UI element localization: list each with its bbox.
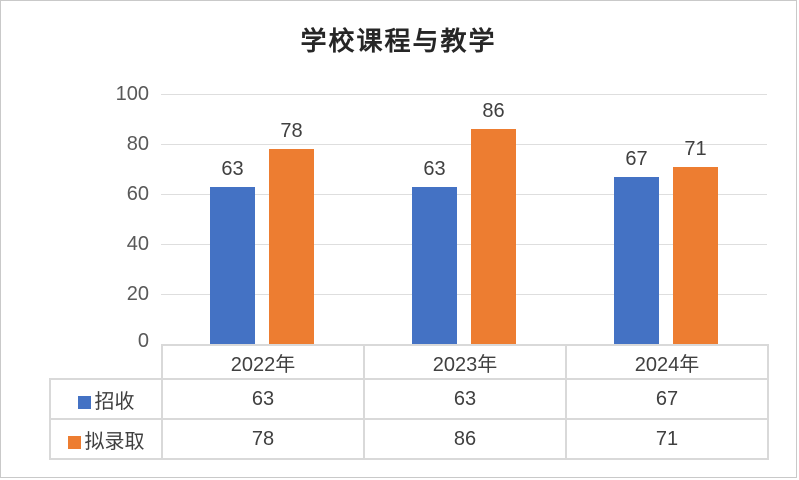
category-cell: 2023年 [363, 344, 567, 380]
bar-value-label: 78 [280, 120, 303, 142]
series-row: 招收 63 63 67 [49, 378, 769, 420]
series-name: 招收 [94, 390, 135, 413]
y-axis-tick-label: 40 [126, 233, 149, 255]
y-axis-tick-label: 100 [115, 83, 149, 105]
bar-series2 [673, 166, 718, 344]
bar-value-label: 63 [221, 157, 244, 180]
bar-value-label: 86 [482, 100, 505, 122]
legend-marker-series2 [67, 435, 81, 449]
bar-series2 [269, 149, 314, 344]
bar-series1 [412, 186, 457, 344]
bar-series1 [210, 186, 255, 344]
gridline [161, 244, 767, 245]
gridline [161, 144, 767, 145]
data-table: 2022年 2023年 2024年 招收 63 63 67 拟录取 78 86 71 [49, 344, 769, 460]
bar-value-label: 63 [423, 157, 446, 180]
y-axis-tick-label: 80 [126, 133, 149, 155]
value-cell: 63 [363, 378, 567, 420]
legend-marker-series1 [77, 395, 91, 409]
series-legend-cell: 拟录取 [49, 418, 163, 460]
series-name: 拟录取 [84, 430, 145, 453]
y-axis-tick-label: 0 [137, 330, 149, 352]
corner-blank-cell [50, 345, 162, 379]
category-cell: 2024年 [565, 344, 769, 380]
value-cell: 86 [363, 418, 567, 460]
series-legend-cell: 招收 [49, 378, 163, 420]
value-cell: 63 [161, 378, 365, 420]
series-row: 拟录取 78 86 71 [49, 418, 769, 460]
y-axis-tick-label: 20 [126, 283, 149, 305]
y-axis-tick-label: 60 [126, 183, 149, 205]
bar-series1 [614, 176, 659, 344]
category-row: 2022年 2023年 2024年 [50, 344, 769, 380]
category-cell: 2022年 [161, 344, 365, 380]
bar-series2 [471, 129, 516, 344]
gridline [161, 294, 767, 295]
gridline [161, 194, 767, 195]
value-cell: 71 [565, 418, 769, 460]
value-cell: 67 [565, 378, 769, 420]
value-cell: 78 [161, 418, 365, 460]
bar-value-label: 71 [684, 137, 707, 160]
bar-value-label: 67 [625, 147, 648, 170]
gridline [161, 94, 767, 95]
chart-title: 学校课程与教学 [300, 26, 497, 56]
